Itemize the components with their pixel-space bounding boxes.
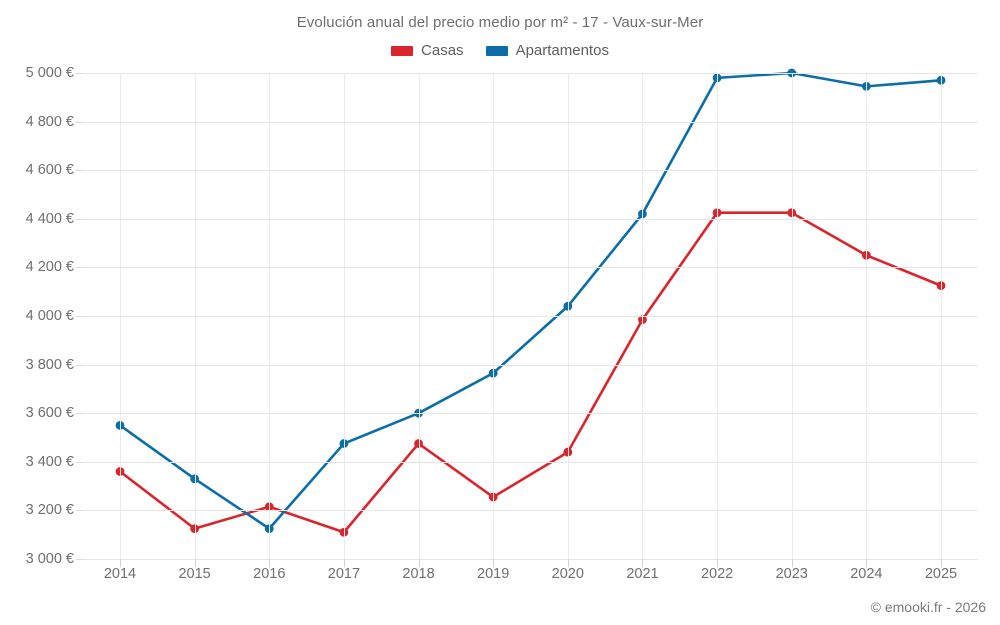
plot-area (76, 68, 978, 567)
legend-swatch-icon (391, 45, 414, 56)
y-tick-mark (76, 413, 83, 415)
series-layer (115, 68, 946, 537)
legend-swatch-icon (485, 45, 508, 56)
data-point[interactable] (115, 467, 125, 476)
x-tick-mark (343, 559, 345, 567)
y-tick-mark (76, 559, 83, 560)
y-axis-tick-label: 4 200 € (25, 259, 74, 276)
x-axis-tick-label: 2020 (551, 566, 584, 582)
y-axis-tick-label: 4 600 € (25, 162, 74, 179)
gridline-vertical (791, 73, 793, 559)
x-tick-mark (194, 559, 196, 567)
gridline-vertical (717, 73, 719, 559)
gridline-vertical (120, 73, 121, 559)
x-axis-tick-label: 2021 (626, 566, 659, 582)
y-tick-mark (76, 461, 83, 463)
legend-item-casas[interactable]: Casas (391, 42, 464, 59)
x-axis-tick-label: 2018 (402, 566, 435, 582)
legend-label: Casas (421, 42, 464, 59)
x-tick-mark (791, 559, 793, 567)
gridline-vertical (866, 73, 868, 559)
gridline-vertical (343, 73, 345, 559)
data-point[interactable] (638, 209, 647, 219)
data-point[interactable] (638, 315, 647, 325)
gridline-horizontal (83, 170, 978, 172)
gridline-horizontal (83, 461, 978, 463)
chart-title: Evolución anual del precio medio por m² … (296, 14, 704, 31)
gridline-vertical (194, 73, 196, 559)
y-tick-mark (76, 267, 83, 269)
gridline-vertical (642, 73, 644, 559)
gridline-vertical (941, 73, 942, 559)
legend-label: Apartamentos (515, 42, 609, 59)
y-axis-tick-label: 5 000 € (25, 65, 74, 81)
y-axis-tick-label: 4 400 € (25, 210, 74, 227)
y-tick-mark (76, 73, 83, 74)
data-point[interactable] (115, 420, 125, 430)
x-axis-tick-label: 2022 (700, 566, 734, 582)
x-axis-tick-label: 2019 (477, 566, 510, 582)
gridline-horizontal (83, 121, 978, 123)
x-tick-mark (642, 559, 644, 567)
x-axis-tick-label: 2015 (178, 566, 211, 582)
gridline-horizontal (83, 413, 978, 415)
y-tick-mark (76, 218, 83, 220)
x-axis-tick-label: 2024 (850, 566, 883, 582)
y-axis-tick-label: 3 800 € (25, 356, 74, 373)
x-axis-tick-label: 2023 (775, 566, 808, 582)
x-axis-tick-label: 2016 (253, 566, 286, 582)
gridline-horizontal (83, 73, 978, 74)
chart-legend: Casas Apartamentos (0, 42, 1000, 59)
gridline-horizontal (83, 364, 978, 366)
gridline-horizontal (83, 316, 978, 317)
x-axis-tick-label: 2014 (103, 566, 137, 582)
y-tick-mark (76, 316, 83, 317)
gridline-horizontal (83, 559, 978, 560)
y-axis-tick-label: 3 600 € (25, 405, 74, 422)
x-tick-mark (941, 559, 942, 567)
footer-credit: © emooki.fr - 2026 (870, 599, 986, 615)
x-tick-mark (567, 559, 569, 567)
y-tick-mark (76, 510, 83, 512)
x-tick-mark (866, 559, 868, 567)
gridline-horizontal (83, 267, 978, 269)
y-axis-tick-label: 3 200 € (25, 502, 74, 519)
y-tick-mark (76, 170, 83, 172)
gridline-horizontal (83, 218, 978, 220)
x-axis-tick-label: 2025 (924, 566, 958, 582)
y-axis-labels: 3 000 € 3 200 € 3 400 € 3 600 € 3 800 € 4 000… (0, 65, 74, 567)
data-point[interactable] (936, 75, 946, 85)
x-tick-mark (120, 559, 121, 567)
y-axis-tick-label: 4 800 € (25, 113, 74, 130)
gridline-vertical (418, 73, 420, 559)
y-tick-mark (76, 121, 83, 123)
gridline-vertical (269, 73, 271, 559)
y-tick-mark (76, 364, 83, 366)
x-tick-mark (717, 559, 719, 567)
gridline-vertical (493, 73, 495, 559)
x-tick-mark (493, 559, 495, 567)
gridline-vertical (567, 73, 569, 559)
x-tick-mark (418, 559, 420, 567)
data-point[interactable] (936, 281, 946, 291)
x-axis-labels: 2014 2015 2016 2017 2018 2019 2020 2021 2022 2023… (83, 0, 978, 625)
series-line-apartamentos (118, 71, 943, 530)
y-axis-tick-label: 4 000 € (25, 308, 74, 324)
y-axis-tick-label: 3 000 € (25, 551, 74, 567)
y-axis-tick-label: 3 400 € (25, 453, 74, 470)
x-axis-tick-label: 2017 (327, 566, 361, 582)
x-tick-mark (269, 559, 271, 567)
gridline-horizontal (83, 510, 978, 512)
legend-item-apartamentos[interactable]: Apartamentos (485, 42, 609, 59)
